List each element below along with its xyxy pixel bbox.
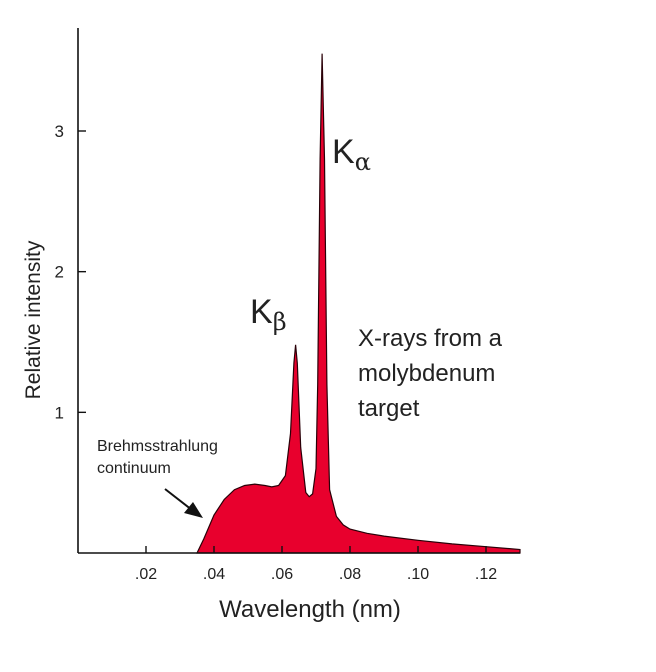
x-tick-label: .06 bbox=[271, 566, 293, 583]
continuum-note-line-1: Brehmsstrahlung bbox=[97, 438, 218, 455]
y-axis-title: Relative intensity bbox=[22, 240, 45, 399]
k-beta-subscript: β bbox=[273, 308, 287, 336]
k-alpha-subscript: α bbox=[355, 148, 371, 176]
source-note: X-rays from a molybdenum target bbox=[358, 325, 503, 422]
x-tick-label: .08 bbox=[339, 566, 361, 583]
y-tick-label: 1 bbox=[55, 403, 64, 422]
x-tick-label: .02 bbox=[135, 566, 157, 583]
k-alpha-label: Kα bbox=[332, 133, 371, 176]
y-ticks: 1 2 3 bbox=[55, 122, 86, 422]
y-tick-label: 3 bbox=[55, 122, 64, 141]
svg-text:Kβ: Kβ bbox=[250, 293, 287, 336]
source-note-line-3: target bbox=[358, 395, 420, 422]
svg-text:Kα: Kα bbox=[332, 133, 371, 176]
x-tick-label: .10 bbox=[407, 566, 429, 583]
k-beta-main: K bbox=[250, 293, 273, 331]
x-ticks: .02 .04 .06 .08 .10 .12 bbox=[135, 546, 497, 583]
continuum-arrow-head bbox=[184, 502, 203, 518]
y-tick-label: 2 bbox=[55, 263, 64, 282]
source-note-line-1: X-rays from a bbox=[358, 325, 503, 352]
k-beta-label: Kβ bbox=[250, 293, 287, 336]
source-note-line-2: molybdenum bbox=[358, 360, 495, 387]
continuum-note-line-2: continuum bbox=[97, 460, 171, 477]
continuum-arrow-shaft bbox=[164, 488, 193, 511]
x-tick-label: .12 bbox=[475, 566, 497, 583]
x-axis-title: Wavelength (nm) bbox=[219, 596, 401, 623]
continuum-note: Brehmsstrahlung continuum bbox=[97, 438, 218, 518]
k-alpha-main: K bbox=[332, 133, 355, 171]
x-tick-label: .04 bbox=[203, 566, 225, 583]
intensity-area bbox=[196, 53, 521, 554]
plot-area bbox=[196, 53, 521, 554]
